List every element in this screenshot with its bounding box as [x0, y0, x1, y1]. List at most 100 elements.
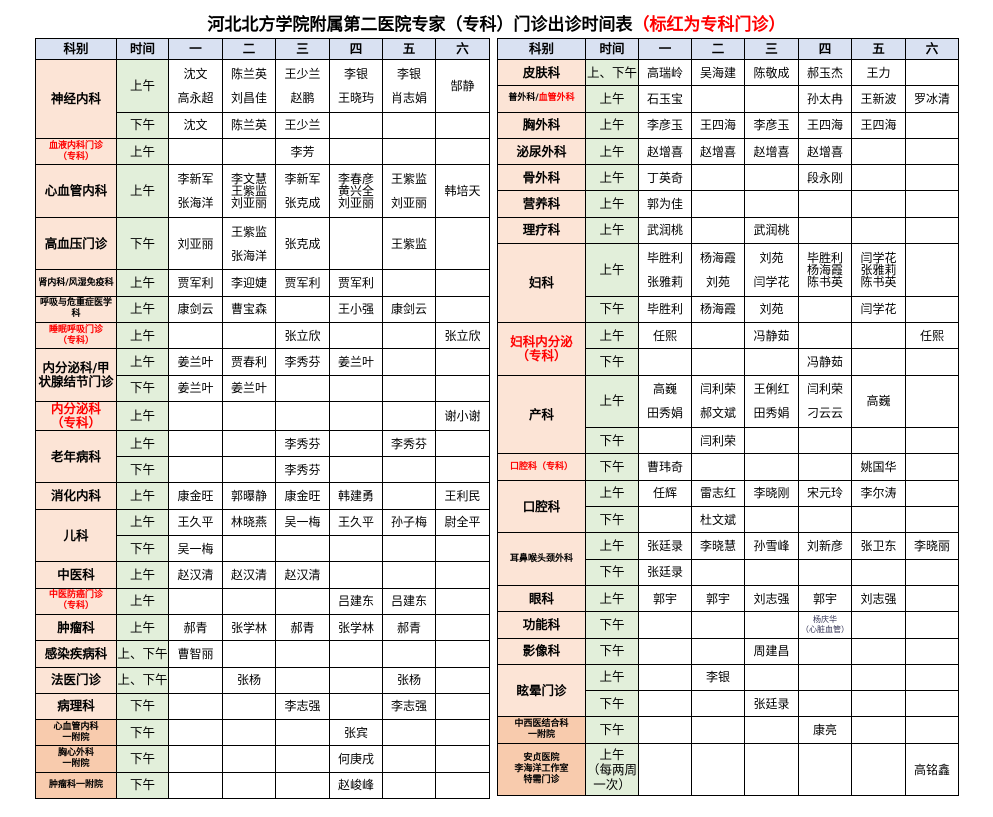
session-time: 上午 — [585, 190, 639, 218]
doctor-cell — [905, 348, 959, 376]
doctor-cell — [691, 716, 745, 744]
doctor-cell: 刘志强 — [744, 584, 799, 613]
session-time: 上午 — [585, 85, 639, 113]
doctor-cell — [691, 216, 745, 245]
doctor-cell: 任辉 — [638, 479, 692, 508]
table-row: 高血压门诊 下午 刘亚丽 王紫监 张海洋 张克成 王紫监 — [35, 216, 490, 271]
table-row: 心血管内科 上午 李新军 张海洋 李文慧 王紫监 刘亚丽 李新军 张克成 李春彦 黄兴全 … — [35, 164, 490, 218]
session-time: 上午 — [585, 374, 639, 429]
table-row: 肿瘤科一附院 下午 赵峻峰 — [35, 771, 490, 800]
doctor-cell: 闫学花 — [851, 295, 906, 323]
doctor-cell: 李秀芬 — [275, 456, 330, 484]
session-time: 上午 — [585, 137, 639, 166]
doctor-cell: 任熙 — [905, 321, 959, 350]
doctor-cell — [851, 137, 906, 166]
doctor-cell — [382, 719, 436, 747]
doctor-cell — [691, 348, 745, 376]
doctor-cell — [329, 321, 383, 350]
doctor-cell: 王四海 — [798, 111, 852, 139]
doctor-cell — [382, 348, 436, 376]
doctor-cell — [168, 429, 223, 458]
doctor-cell — [638, 427, 692, 455]
department-cell: 老年病科 — [35, 429, 117, 484]
doctor-cell — [435, 429, 490, 458]
department-cell: 内分泌科/甲 状腺结节门诊 — [35, 348, 117, 402]
doctor-cell — [329, 640, 383, 668]
doctor-cell — [798, 558, 852, 586]
doctor-cell: 沈文 高永超 — [168, 59, 223, 113]
table-row: 神经内科 上午 沈文 高永超 陈兰英 刘昌佳 王少兰 赵鹏 李银 王晓玙 李银 肖志娟 郜静 — [35, 59, 490, 139]
doctor-cell: 石玉宝 — [638, 85, 692, 113]
doctor-cell — [275, 666, 330, 694]
doctor-cell: 张立欣 — [275, 321, 330, 350]
doctor-cell: 张卫东 — [851, 532, 906, 560]
doctor-cell — [851, 348, 906, 376]
department-cell: 心血管内科 — [35, 164, 117, 218]
doctor-cell — [275, 295, 330, 323]
doctor-cell — [905, 58, 959, 87]
doctor-cell — [744, 611, 799, 639]
table-row: 肾内科/风湿免疫科 上午 贾军利 李迎婕 贾军利 贾军利 — [35, 269, 490, 297]
doctor-cell: 曹玮奇 — [638, 453, 692, 481]
session-time: 下午 — [585, 348, 639, 376]
column-header: 科别 — [497, 38, 586, 60]
session-time: 上午 — [585, 111, 639, 139]
doctor-cell: 王紫监 张海洋 — [222, 216, 276, 271]
doctor-cell — [275, 535, 330, 563]
doctor-cell — [905, 164, 959, 192]
session-time: 下午 — [116, 216, 169, 271]
doctor-cell: 雷志红 — [691, 479, 745, 508]
doctor-cell — [435, 269, 490, 297]
doctor-cell — [851, 506, 906, 534]
doctor-cell — [905, 663, 959, 692]
doctor-cell — [382, 374, 436, 402]
doctor-cell — [638, 663, 692, 692]
doctor-cell — [329, 429, 383, 458]
doctor-cell: 杜文斌 — [691, 506, 745, 534]
doctor-cell — [222, 587, 276, 615]
doctor-cell — [275, 587, 330, 615]
doctor-cell: 宋元玲 — [798, 479, 852, 508]
department-cell: 耳鼻喉头颈外科 — [497, 532, 586, 586]
doctor-cell: 张杨 — [382, 666, 436, 694]
doctor-cell: 王久平 — [329, 508, 383, 537]
doctor-cell: 张克成 — [275, 216, 330, 271]
doctor-cell — [851, 190, 906, 218]
column-header: 三 — [744, 38, 799, 60]
table-row: 影像科 下午 周建昌 — [497, 637, 959, 665]
table-row: 下午 张廷录 — [498, 558, 959, 586]
doctor-cell: 李志强 — [382, 692, 436, 721]
doctor-cell: 闫学花 张雅莉 陈书英 — [851, 243, 906, 297]
department-cell: 睡眠呼吸门诊 （专科） — [35, 321, 117, 350]
doctor-cell: 张廷录 — [744, 690, 799, 718]
doctor-cell: 冯静茹 — [798, 348, 852, 376]
doctor-cell: 郝玉杰 — [798, 58, 852, 87]
doctor-cell: 任熙 — [638, 321, 692, 350]
table-row: 理疗科 上午 武润桃 武润桃 — [497, 216, 959, 245]
doctor-cell: 张宾 — [329, 719, 383, 747]
department-cell: 肿瘤科一附院 — [35, 771, 117, 800]
doctor-cell — [905, 295, 959, 323]
doctor-cell — [744, 663, 799, 692]
doctor-cell: 罗冰清 — [905, 85, 959, 113]
session-time: 上午 — [585, 216, 639, 245]
doctor-cell: 李秀芬 — [275, 429, 330, 458]
doctor-cell: 赵增喜 — [798, 137, 852, 166]
doctor-cell: 高瑞岭 — [638, 58, 692, 87]
doctor-cell: 高铭鑫 — [905, 742, 959, 797]
doctor-cell: 吕建东 — [329, 587, 383, 615]
session-time: 上午 — [585, 584, 639, 613]
doctor-cell — [638, 611, 692, 639]
session-time: 上午 — [116, 587, 169, 615]
doctor-cell: 孙太冉 — [798, 85, 852, 113]
doctor-cell — [744, 453, 799, 481]
doctor-cell: 李晓慧 — [691, 532, 745, 560]
session-time: 上午 — [116, 482, 169, 510]
doctor-cell: 林晓燕 — [222, 508, 276, 537]
doctor-cell: 郜静 — [435, 59, 490, 113]
doctor-cell — [168, 692, 223, 721]
doctor-cell — [691, 85, 745, 113]
doctor-cell: 吴海建 — [691, 58, 745, 87]
doctor-cell — [905, 137, 959, 166]
session-time: 下午 — [116, 745, 169, 773]
